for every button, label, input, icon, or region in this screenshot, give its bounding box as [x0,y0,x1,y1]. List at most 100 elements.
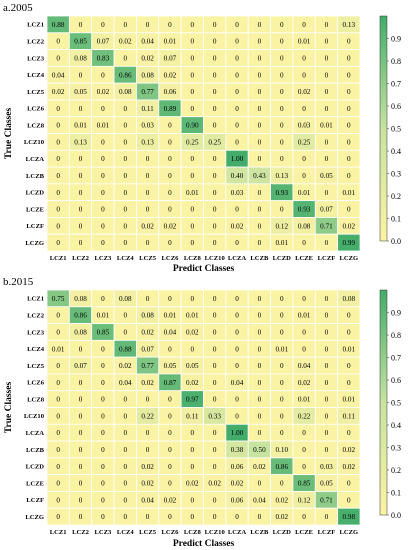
cell-value-label: 0 [347,379,351,387]
cell-value-label: 0 [325,513,329,521]
cell-value-label: 0 [123,446,127,454]
cell-value-label: 0 [258,328,262,336]
cell-value-label: 0 [213,88,217,96]
cell-value-label: 0 [302,21,306,29]
panel-title: a.2005 [3,2,33,14]
cell-value-label: 0 [235,312,239,320]
cell-value-label: 0 [258,480,262,488]
cell-value-label: 0.88 [119,345,132,353]
cell-value-label: 0 [235,412,239,420]
cell-value-label: 0.02 [141,54,154,62]
cell-value-label: 0.02 [343,222,356,230]
cell-value-label: 0.02 [186,379,199,387]
cell-value-label: 0 [325,21,329,29]
cell-value-label: 0.01 [164,38,177,46]
cell-value-label: 0 [325,396,329,404]
cell-value-label: 0.97 [186,396,199,404]
cell-value-label: 0 [168,122,172,130]
cell-value-label: 0 [56,206,60,214]
colorbar-tick-label: 0.4 [391,147,401,156]
cell-value-label: 0 [79,396,83,404]
cell-value-label: 0.25 [298,138,311,146]
cell-value-label: 0 [280,155,284,163]
cell-value-label: 0 [101,295,105,303]
cell-value-label: 0 [79,463,83,471]
cell-value-label: 0 [280,429,284,437]
cell-value-label: 0.22 [141,412,154,420]
y-tick-label: LCZ5 [27,363,45,370]
y-axis-label: True Classes [4,108,14,160]
x-tick-label: LCZ3 [94,255,112,262]
cell-value-label: 0 [258,122,262,130]
cell-value-label: 0 [325,429,329,437]
cell-value-label: 0.90 [186,122,199,130]
y-tick-label: LCZ2 [27,38,45,45]
cell-value-label: 0.98 [343,513,356,521]
cell-value-label: 0 [101,189,105,197]
cell-value-label: 0 [347,362,351,370]
cell-value-label: 0.07 [320,206,333,214]
cell-value-label: 0 [325,379,329,387]
cell-value-label: 0 [302,295,306,303]
cell-value-label: 0 [302,155,306,163]
cell-value-label: 0 [123,222,127,230]
cell-value-label: 0 [123,396,127,404]
cell-value-label: 0 [280,122,284,130]
cell-value-label: 0.02 [141,379,154,387]
cell-value-label: 0 [56,122,60,130]
colorbar-tick-label: 0.8 [391,57,401,66]
cell-value-label: 0 [280,312,284,320]
cell-value-label: 0 [56,496,60,504]
cell-value-label: 0 [101,105,105,113]
cell-value-label: 1.00 [231,429,244,437]
cell-value-label: 0 [191,429,195,437]
cell-value-label: 0 [213,396,217,404]
cell-value-label: 0 [302,513,306,521]
y-tick-label: LCZF [26,497,44,504]
x-tick-label: LCZG [339,255,358,262]
cell-value-label: 0.05 [320,172,333,180]
cell-value-label: 0 [235,206,239,214]
cell-value-label: 0.01 [343,345,356,353]
x-tick-label: LCZ5 [139,529,157,536]
cell-value-label: 0.43 [253,172,266,180]
cell-value-label: 0 [213,206,217,214]
cell-value-label: 0.02 [97,88,110,96]
cell-value-label: 0 [235,122,239,130]
cell-value-label: 0.04 [231,379,244,387]
cell-value-label: 0 [56,138,60,146]
cell-value-label: 0 [79,513,83,521]
y-tick-label: LCZ10 [24,139,45,146]
cell-value-label: 0 [123,189,127,197]
cell-value-label: 0.01 [275,345,288,353]
cell-value-label: 0 [168,446,172,454]
cell-value-label: 0 [168,345,172,353]
cell-value-label: 0.38 [231,446,244,454]
cell-value-label: 0 [213,295,217,303]
cell-value-label: 0.13 [275,172,288,180]
cell-value-label: 0 [347,138,351,146]
x-tick-label: LCZ4 [117,529,135,536]
cell-value-label: 0 [123,429,127,437]
cell-value-label: 0.02 [253,463,266,471]
cell-value-label: 0 [258,412,262,420]
cell-value-label: 0.77 [141,88,154,96]
cell-value-label: 0 [56,189,60,197]
cell-value-label: 0 [146,429,150,437]
cell-value-label: 0 [213,496,217,504]
cell-value-label: 0 [146,155,150,163]
cell-value-label: 0 [213,21,217,29]
cell-value-label: 0.01 [74,122,87,130]
cell-value-label: 0.01 [164,312,177,320]
cell-value-label: 0.06 [164,88,177,96]
cell-value-label: 0.02 [298,88,311,96]
cell-value-label: 0.01 [298,396,311,404]
cell-value-label: 0.93 [298,206,311,214]
cell-value-label: 0 [56,54,60,62]
cell-value-label: 0.85 [74,38,87,46]
cell-value-label: 0 [302,345,306,353]
cell-value-label: 0 [280,38,284,46]
cell-value-label: 0 [123,54,127,62]
cell-value-label: 0 [101,480,105,488]
x-tick-label: LCZB [250,255,269,262]
